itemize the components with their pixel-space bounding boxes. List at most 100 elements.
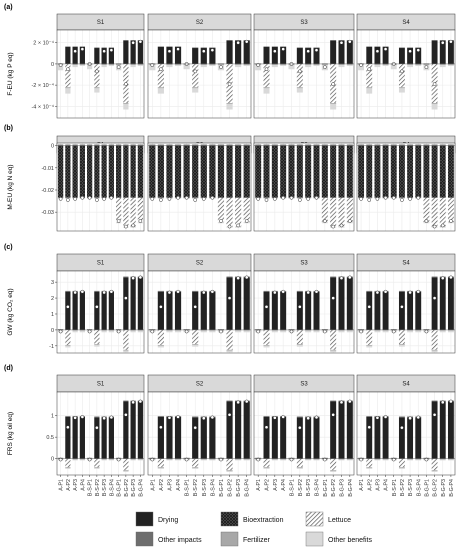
- bar-lettuce: [94, 458, 100, 468]
- bar-fertilizer: [108, 458, 114, 460]
- bar-other-impacts: [366, 144, 373, 146]
- bar-fertilizer: [226, 349, 233, 351]
- bar-other-impacts: [398, 47, 405, 49]
- bar-other-benefits: [439, 459, 446, 461]
- bar-bioextraction: [183, 145, 190, 198]
- facet-s1: S1: [56, 135, 145, 232]
- bar-other-impacts: [358, 144, 365, 146]
- bar-drying: [431, 40, 438, 64]
- bar-other-impacts: [296, 416, 303, 418]
- facet-s3: S3: [253, 374, 355, 477]
- net-point: [58, 329, 63, 334]
- x-tick-label: B-G-P2: [433, 479, 439, 497]
- bar-fertilizer: [313, 458, 320, 460]
- x-tick-label: B-S-P2: [193, 479, 199, 496]
- bar-other-impacts: [321, 144, 328, 146]
- bar-fertilizer: [382, 458, 389, 460]
- bar-fertilizer: [398, 87, 405, 89]
- net-point: [281, 47, 285, 51]
- bar-other-impacts: [108, 144, 114, 146]
- bar-lettuce: [338, 197, 345, 227]
- bar-other-impacts: [123, 40, 129, 41]
- bar-fertilizer: [366, 467, 373, 469]
- bar-fertilizer: [439, 63, 446, 65]
- facet-label: S1: [97, 382, 105, 388]
- bar-fertilizer: [174, 63, 182, 65]
- bar-lettuce: [192, 329, 199, 345]
- bar-other-impacts: [255, 144, 262, 146]
- bar-other-impacts: [130, 40, 136, 41]
- bar-drying: [157, 416, 164, 459]
- net-point: [306, 416, 310, 421]
- bar-other-impacts: [192, 416, 199, 418]
- bar-fertilizer: [330, 103, 337, 105]
- panel-border: [56, 391, 145, 476]
- bar-fertilizer: [338, 63, 345, 65]
- bar-other-impacts: [407, 144, 414, 146]
- bar-bioextraction: [447, 145, 454, 198]
- bar-other-impacts: [313, 144, 320, 146]
- bar-other-benefits: [280, 459, 287, 461]
- net-point: [227, 412, 232, 417]
- plot-background: [148, 143, 251, 231]
- y-axis-label: FRS (kg oil eq): [7, 412, 14, 455]
- bar-fertilizer: [217, 63, 225, 65]
- bar-other-impacts: [390, 329, 397, 330]
- bar-drying: [130, 277, 136, 330]
- panel-border: [356, 29, 456, 119]
- bar-drying: [313, 48, 320, 64]
- bar-bioextraction: [366, 145, 373, 198]
- bar-other-impacts: [137, 144, 143, 146]
- net-point: [359, 457, 363, 462]
- bar-other-benefits: [72, 330, 78, 333]
- bar-other-impacts: [116, 144, 122, 146]
- net-point: [281, 289, 285, 294]
- net-point: [256, 63, 260, 67]
- panel-border: [56, 270, 145, 354]
- bar-fertilizer: [166, 63, 173, 65]
- facet-label: S3: [300, 382, 308, 388]
- plot-background: [357, 271, 455, 353]
- bar-drying: [174, 416, 182, 459]
- bar-other-impacts: [243, 144, 250, 146]
- x-tick-label: B-G-P4: [348, 479, 354, 497]
- bar-other-impacts: [226, 40, 233, 41]
- bar-fertilizer: [330, 349, 337, 351]
- bar-fertilizer: [200, 329, 207, 331]
- panel-letter: (d): [4, 365, 13, 372]
- bar-other-benefits: [382, 64, 389, 67]
- bar-fertilizer: [415, 63, 422, 65]
- plot-background: [57, 271, 144, 353]
- net-point: [219, 65, 223, 69]
- plot-background: [148, 30, 251, 118]
- net-point: [424, 65, 429, 69]
- bar-lettuce: [431, 197, 438, 227]
- bar-bioextraction: [358, 145, 365, 198]
- bar-bioextraction: [305, 145, 312, 198]
- bar-other-benefits: [79, 330, 85, 333]
- bar-other-benefits: [398, 345, 405, 347]
- bar-other-benefits: [398, 468, 405, 469]
- bar-other-impacts: [65, 144, 71, 146]
- x-tick-label: A-P3: [375, 479, 381, 491]
- net-point: [87, 329, 92, 334]
- bar-fertilizer: [130, 458, 136, 460]
- legend-swatch: [220, 511, 239, 527]
- bar-drying: [398, 417, 405, 459]
- plot-background: [357, 143, 455, 231]
- bar-lettuce: [398, 458, 405, 468]
- bar-drying: [157, 46, 164, 64]
- net-point: [167, 197, 172, 201]
- bar-lettuce: [157, 329, 164, 346]
- net-point: [440, 276, 445, 280]
- bar-other-benefits: [108, 64, 114, 67]
- facet-label: S2: [196, 382, 204, 388]
- bar-drying: [137, 40, 143, 64]
- x-tick-label: B-G-P4: [138, 479, 144, 497]
- bar-other-benefits: [280, 64, 287, 67]
- net-point: [244, 39, 249, 44]
- bar-other-benefits: [313, 330, 320, 333]
- net-point: [314, 415, 319, 420]
- bar-drying: [226, 401, 233, 459]
- x-tick-label: B-G-P4: [449, 479, 455, 497]
